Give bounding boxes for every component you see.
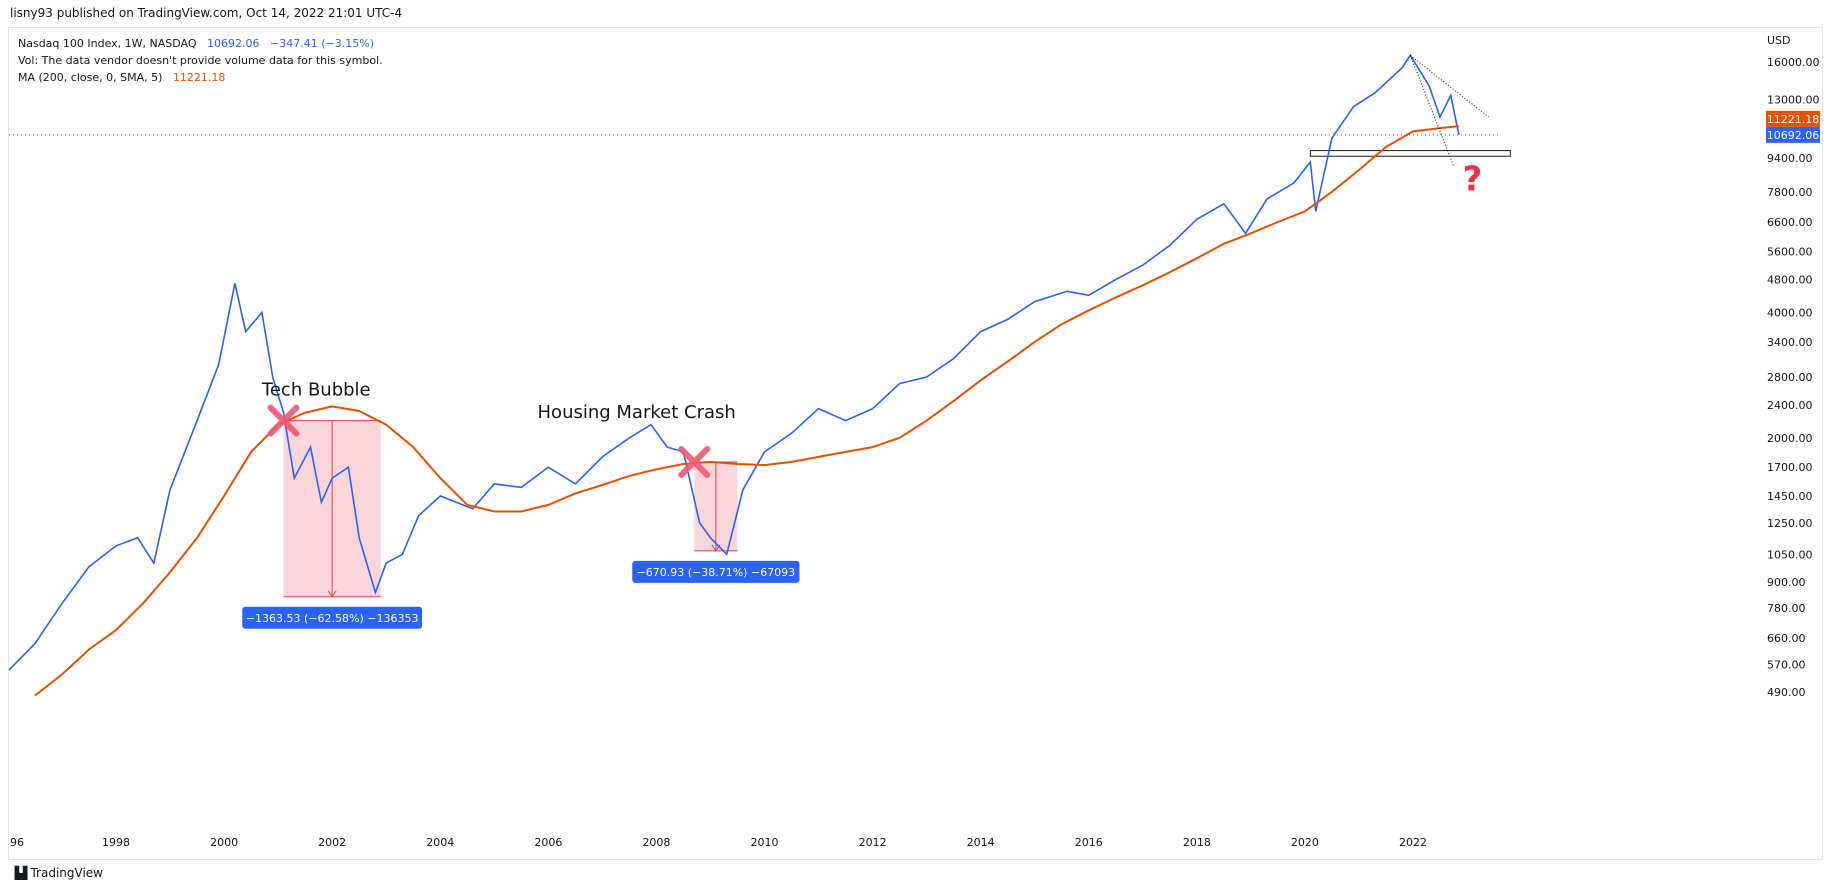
y-tick-label: 490.00 [1767, 686, 1806, 699]
y-tick-label: 2000.00 [1767, 432, 1813, 445]
support-box [1310, 151, 1510, 157]
x-tick-label: 2016 [1075, 836, 1103, 849]
legend-volume-row[interactable]: Vol: The data vendor doesn't provide vol… [18, 52, 383, 69]
y-tick-label: 2800.00 [1767, 371, 1813, 384]
question-mark-icon: ? [1463, 159, 1483, 199]
x-tick-label: 2020 [1291, 836, 1319, 849]
annotation-text-1: Housing Market Crash [538, 402, 736, 423]
x-tick-label: 96 [10, 836, 24, 849]
x-tick-label: 2002 [318, 836, 346, 849]
y-tick-label: 4000.00 [1767, 307, 1813, 320]
x-tick-label: 2004 [426, 836, 454, 849]
tradingview-logo-icon: ▐▟ [10, 866, 26, 880]
y-axis-currency: USD [1767, 34, 1791, 47]
y-tick-label: 4800.00 [1767, 274, 1813, 287]
y-tick-label: 9400.00 [1767, 152, 1813, 165]
measure-badge-0[interactable]: −1363.53 (−62.58%) −136353 [242, 607, 422, 629]
x-tick-label: 2018 [1183, 836, 1211, 849]
ma-label: MA (200, close, 0, SMA, 5) [18, 71, 162, 84]
symbol-name: Nasdaq 100 Index, 1W, NASDAQ [18, 37, 197, 50]
y-tick-label: 13000.00 [1767, 94, 1820, 107]
x-tick-label: 2012 [859, 836, 887, 849]
annotation-text-0: Tech Bubble [261, 379, 371, 400]
y-tick-label: 16000.00 [1767, 56, 1820, 69]
y-tick-label: 1700.00 [1767, 461, 1813, 474]
footer-brand: TradingView [30, 866, 103, 880]
price-tag-0: 11221.18 [1766, 111, 1820, 127]
chart-legend: Nasdaq 100 Index, 1W, NASDAQ 10692.06 −3… [18, 35, 383, 86]
x-tick-label: 2006 [534, 836, 562, 849]
y-tick-label: 3400.00 [1767, 336, 1813, 349]
price-change: −347.41 (−3.15%) [270, 37, 374, 50]
y-tick-label: 570.00 [1767, 659, 1806, 672]
y-tick-label: 900.00 [1767, 576, 1806, 589]
measure-badge-label-0: −1363.53 (−62.58%) −136353 [246, 612, 419, 625]
measure-badge-label-1: −670.93 (−38.71%) −67093 [637, 566, 796, 579]
y-tick-label: 6600.00 [1767, 216, 1813, 229]
y-tick-label: 7800.00 [1767, 186, 1813, 199]
x-tick-label: 1998 [102, 836, 130, 849]
price-tag-label-0: 11221.18 [1767, 113, 1820, 126]
ma-value: 11221.18 [173, 71, 226, 84]
y-tick-label: 780.00 [1767, 602, 1806, 615]
legend-ma-row[interactable]: MA (200, close, 0, SMA, 5) 11221.18 [18, 69, 383, 86]
footer: ▐▟ TradingView [10, 866, 103, 880]
y-tick-label: 5600.00 [1767, 246, 1813, 259]
measure-badge-1[interactable]: −670.93 (−38.71%) −67093 [632, 561, 799, 583]
y-tick-label: 1050.00 [1767, 548, 1813, 561]
x-tick-label: 2000 [210, 836, 238, 849]
x-tick-label: 2022 [1399, 836, 1427, 849]
x-tick-label: 2014 [967, 836, 995, 849]
x-tick-label: 2010 [751, 836, 779, 849]
legend-symbol-row[interactable]: Nasdaq 100 Index, 1W, NASDAQ 10692.06 −3… [18, 35, 383, 52]
price-tag-label-1: 10692.06 [1767, 129, 1820, 142]
y-tick-label: 1250.00 [1767, 517, 1813, 530]
y-tick-label: 1450.00 [1767, 490, 1813, 503]
last-price: 10692.06 [207, 37, 260, 50]
x-tick-label: 2008 [642, 836, 670, 849]
price-tag-1: 10692.06 [1766, 127, 1820, 143]
y-tick-label: 2400.00 [1767, 399, 1813, 412]
y-tick-label: 660.00 [1767, 632, 1806, 645]
